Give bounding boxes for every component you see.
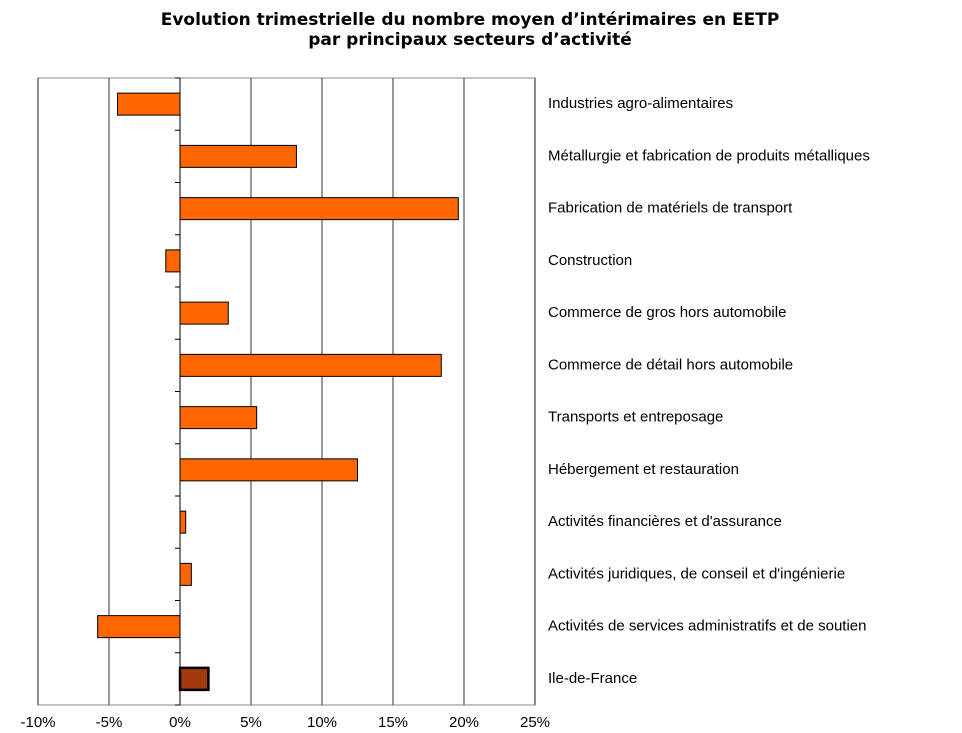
bar (179, 353, 442, 377)
category-label: Construction (548, 252, 632, 269)
x-tick-label: -5% (96, 714, 123, 731)
x-tick-label: -10% (20, 714, 55, 731)
chart-title: Evolution trimestrielle du nombre moyen … (161, 10, 780, 30)
bar (179, 406, 258, 430)
bar (179, 197, 459, 221)
bar (179, 562, 192, 586)
category-label: Transports et entreposage (548, 409, 723, 426)
chart-title: par principaux secteurs d’activité (308, 30, 632, 50)
category-label: Fabrication de matériels de transport (548, 200, 793, 217)
category-label: Industries agro-alimentaires (548, 95, 733, 112)
x-tick-label: 0% (169, 714, 191, 731)
x-tick-label: 20% (449, 714, 479, 731)
category-label: Activités de services administratifs et … (548, 618, 866, 635)
category-label: Métallurgie et fabrication de produits m… (548, 147, 870, 164)
x-tick-label: 10% (307, 714, 337, 731)
x-tick-label: 25% (520, 714, 550, 731)
category-label: Hébergement et restauration (548, 461, 739, 478)
category-label: Commerce de gros hors automobile (548, 304, 786, 321)
bar (178, 666, 210, 692)
bar (165, 249, 181, 273)
category-label: Commerce de détail hors automobile (548, 356, 793, 373)
bar (179, 510, 187, 534)
category-label: Activités juridiques, de conseil et d'in… (548, 565, 845, 582)
x-tick-label: 15% (378, 714, 408, 731)
category-label: Activités financières et d'assurance (548, 513, 782, 530)
x-tick-label: 5% (240, 714, 262, 731)
plot-area (37, 77, 536, 706)
category-label: Ile-de-France (548, 670, 637, 687)
bar (179, 144, 297, 168)
bar (179, 458, 358, 482)
bar (179, 301, 229, 325)
bar (117, 92, 181, 116)
bar (97, 615, 181, 639)
